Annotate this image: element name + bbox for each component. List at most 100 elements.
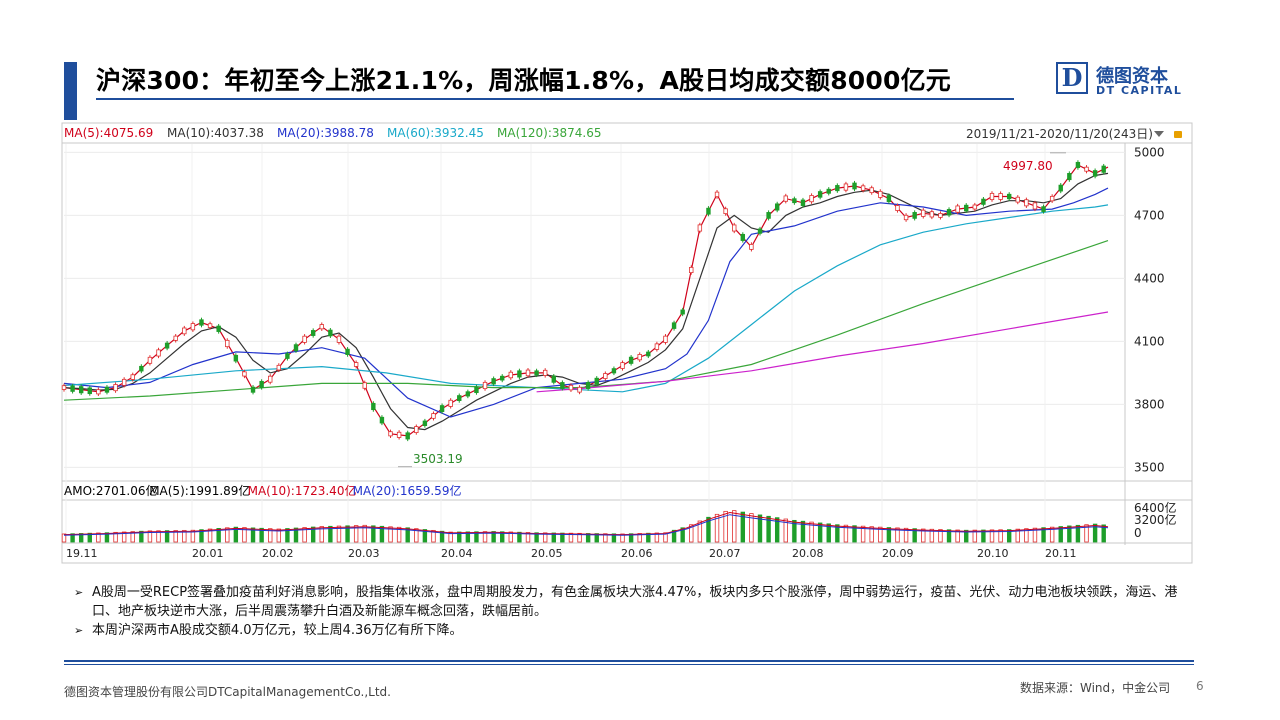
volume-bar — [680, 527, 685, 543]
x-tick-label: 20.02 — [262, 547, 294, 560]
ma-line-ma5 — [63, 164, 1109, 437]
volume-bar — [869, 526, 874, 543]
x-tick-label: 20.09 — [882, 547, 914, 560]
footer-divider-thin — [64, 664, 1194, 665]
candle-body — [302, 335, 307, 343]
candle-body — [766, 212, 771, 219]
volume-bar — [749, 513, 754, 543]
candle-body — [1067, 173, 1072, 181]
volume-bar — [1015, 528, 1020, 543]
volume-bar — [560, 532, 565, 543]
x-tick-label: 20.08 — [792, 547, 824, 560]
candle-body — [946, 209, 952, 216]
candle-body — [388, 431, 393, 437]
volume-bar — [1049, 526, 1055, 543]
volume-bar — [371, 525, 376, 543]
volume-ma-line — [63, 514, 1109, 536]
candle-body — [921, 209, 926, 217]
volume-bar — [474, 531, 479, 543]
candle-body — [783, 195, 788, 202]
volume-bar — [242, 527, 247, 543]
volume-bar — [981, 529, 986, 543]
volume-bar — [285, 528, 290, 543]
volume-bar — [422, 529, 428, 543]
candle-body — [164, 342, 170, 349]
candle-body — [199, 319, 204, 326]
candle-body — [405, 432, 410, 440]
y-tick-label: 4100 — [1134, 334, 1165, 348]
candle-body — [336, 335, 342, 343]
candle-body — [869, 187, 874, 194]
volume-legend-item: MA(5):1991.89亿 — [149, 483, 250, 498]
ma-line-ma120 — [63, 240, 1109, 401]
candle-body — [706, 207, 711, 215]
candle-body — [1084, 166, 1089, 172]
candle-body — [800, 199, 806, 207]
volume-bar — [964, 529, 969, 543]
candle-body — [87, 387, 92, 395]
volume-ma-line — [63, 511, 1109, 536]
volume-bar — [414, 528, 419, 543]
price-legend-item: MA(20):3988.78 — [277, 126, 374, 140]
volume-bar — [654, 532, 660, 543]
ma-line-ma20 — [63, 187, 1109, 418]
volume-bar — [328, 525, 333, 543]
candle-body — [431, 413, 436, 419]
volume-legend-item: MA(10):1723.40亿 — [248, 483, 357, 498]
candle-body — [225, 339, 230, 348]
candle-body — [190, 323, 196, 331]
volume-bar — [1075, 524, 1081, 543]
candle-body — [852, 182, 857, 190]
high-annotation: 4997.80 — [1003, 159, 1053, 173]
candle-body — [998, 193, 1003, 200]
volume-bar — [345, 525, 350, 543]
volume-bar — [517, 531, 522, 543]
candle-body — [895, 205, 900, 211]
volume-bar — [508, 531, 514, 543]
volume-bar — [860, 525, 866, 543]
volume-bar — [955, 529, 960, 543]
volume-bar — [1067, 525, 1072, 543]
volume-tick-label: 3200亿 — [1134, 512, 1177, 527]
volume-bar — [302, 527, 307, 543]
volume-bar — [706, 516, 711, 543]
candle-body — [826, 188, 831, 194]
candle-body — [714, 191, 720, 198]
candle-body — [740, 233, 746, 241]
dt-logo-icon: D — [1056, 62, 1088, 94]
volume-bar — [113, 531, 118, 543]
candle-body — [757, 228, 763, 234]
volume-bar — [500, 531, 505, 543]
x-tick-label: 20.05 — [531, 547, 563, 560]
candle-body — [353, 362, 359, 367]
candle-body — [929, 211, 935, 218]
volume-bar — [577, 532, 582, 543]
commentary-item: ➢ 本周沪深两市A股成交额4.0万亿元，较上周4.36万亿有所下降。 — [74, 621, 1184, 640]
volume-bar — [199, 529, 204, 543]
volume-bar — [293, 527, 299, 543]
volume-bar — [886, 527, 892, 543]
price-legend-item: MA(60):3932.45 — [387, 126, 484, 140]
candle-body — [121, 378, 127, 386]
candle-body — [439, 405, 445, 413]
candle-body — [989, 192, 995, 201]
footer-source: 数据来源：Wind，中金公司 — [1020, 681, 1171, 695]
candle-body — [972, 204, 978, 210]
candle-body — [568, 384, 574, 391]
logo-name-cn: 德图资本 — [1096, 66, 1168, 87]
volume-bar — [663, 532, 668, 543]
volume-bar — [104, 532, 110, 543]
volume-bar — [929, 528, 935, 543]
volume-bar — [972, 529, 978, 543]
candle-body — [628, 356, 634, 364]
candle-body — [654, 343, 660, 350]
candle-body — [1024, 199, 1029, 207]
candle-body — [637, 354, 642, 361]
date-range-label: 2019/11/21-2020/11/20(243日) — [966, 127, 1153, 141]
volume-bar — [130, 531, 135, 543]
volume-bar — [482, 531, 488, 543]
volume-bar — [534, 532, 539, 543]
volume-bar — [448, 531, 453, 543]
candle-body — [457, 395, 462, 402]
